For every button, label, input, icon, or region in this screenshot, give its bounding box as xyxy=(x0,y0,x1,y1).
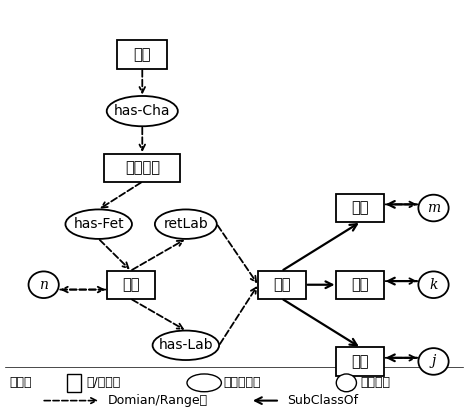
FancyBboxPatch shape xyxy=(107,271,155,299)
Text: n: n xyxy=(39,278,48,292)
Text: has-Lab: has-Lab xyxy=(159,338,213,352)
FancyBboxPatch shape xyxy=(336,347,384,376)
Text: 要素: 要素 xyxy=(122,277,139,292)
Text: m: m xyxy=(427,201,440,215)
Ellipse shape xyxy=(187,374,221,392)
Circle shape xyxy=(418,348,449,375)
Circle shape xyxy=(336,374,357,392)
Ellipse shape xyxy=(155,209,217,239)
Text: SubClassOf: SubClassOf xyxy=(287,394,358,407)
Ellipse shape xyxy=(107,96,178,126)
Circle shape xyxy=(418,272,449,298)
Text: 类/子类，: 类/子类， xyxy=(86,376,121,389)
Text: 数据属性: 数据属性 xyxy=(360,376,390,389)
Text: 几何特征: 几何特征 xyxy=(125,160,160,175)
Circle shape xyxy=(418,195,449,221)
Text: has-Cha: has-Cha xyxy=(114,104,170,118)
Text: 注释：: 注释： xyxy=(9,376,32,389)
FancyBboxPatch shape xyxy=(258,271,306,299)
Circle shape xyxy=(29,272,59,298)
Text: 公差: 公差 xyxy=(351,277,369,292)
FancyBboxPatch shape xyxy=(66,374,81,392)
Text: has-Fet: has-Fet xyxy=(73,217,124,231)
Text: 尺寸: 尺寸 xyxy=(351,354,369,369)
Ellipse shape xyxy=(153,330,219,360)
FancyBboxPatch shape xyxy=(336,194,384,222)
Text: j: j xyxy=(431,354,436,368)
Ellipse shape xyxy=(66,209,132,239)
FancyBboxPatch shape xyxy=(117,40,168,69)
FancyBboxPatch shape xyxy=(336,271,384,299)
Text: Domian/Range，: Domian/Range， xyxy=(108,394,208,407)
Text: 对象属性，: 对象属性， xyxy=(223,376,261,389)
FancyBboxPatch shape xyxy=(104,154,180,182)
Text: 标注: 标注 xyxy=(273,277,291,292)
Text: 零件: 零件 xyxy=(133,47,151,62)
Text: 基准: 基准 xyxy=(351,201,369,215)
Text: retLab: retLab xyxy=(163,217,208,231)
Text: k: k xyxy=(429,278,438,292)
